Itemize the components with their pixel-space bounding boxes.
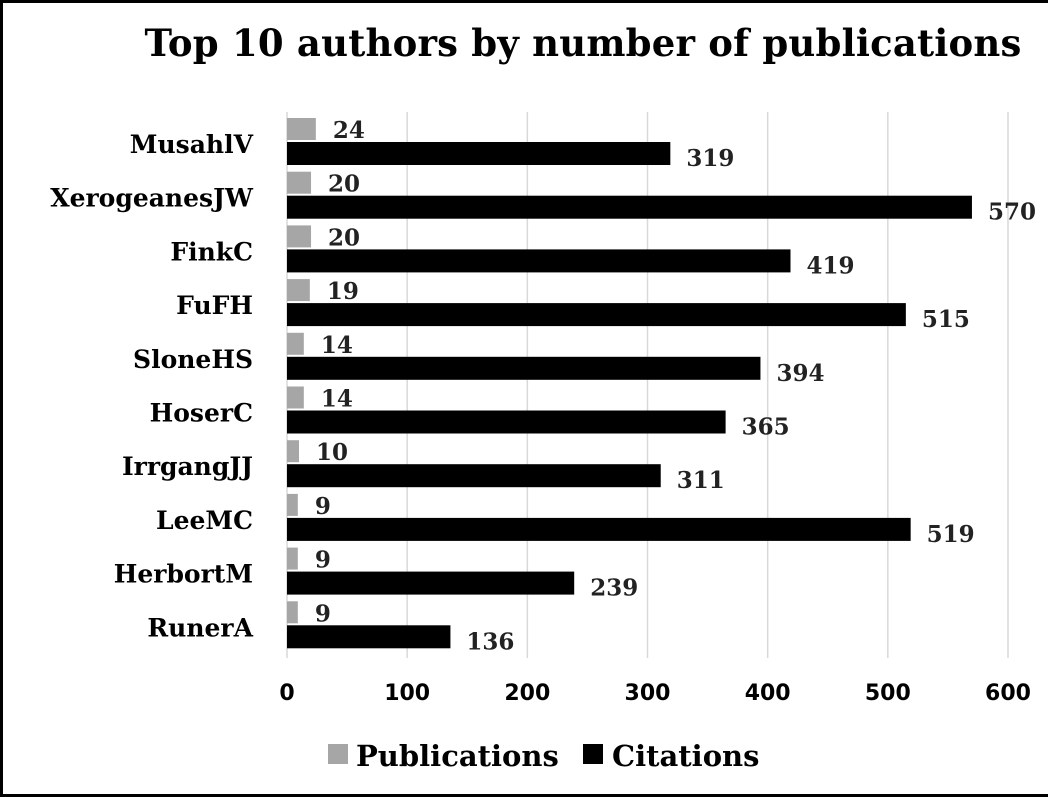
bar-publications: [287, 118, 316, 140]
bar-citations: [287, 249, 791, 273]
category-label: FuFH: [176, 291, 253, 320]
data-label-publications: 24: [333, 117, 365, 144]
bars: [287, 118, 972, 649]
data-label-publications: 19: [327, 278, 359, 305]
data-label-citations: 570: [988, 199, 1036, 226]
x-tick-label: 600: [985, 681, 1031, 706]
data-label-publications: 20: [328, 224, 360, 251]
data-label-citations: 519: [927, 521, 975, 548]
bar-citations: [287, 571, 575, 595]
bar-citations: [287, 517, 911, 541]
legend-label-publications: Publications: [356, 739, 559, 773]
bar-citations: [287, 410, 726, 434]
bar-citations: [287, 195, 972, 219]
data-label-citations: 239: [590, 575, 638, 602]
chart-title: Top 10 authors by number of publications: [144, 21, 1022, 65]
category-label: LeeMC: [156, 506, 253, 535]
legend-label-citations: Citations: [612, 739, 759, 773]
category-label: FinkC: [170, 237, 253, 266]
data-label-citations: 419: [806, 252, 854, 279]
data-label-citations: 311: [677, 467, 725, 494]
bar-publications: [287, 601, 298, 624]
data-label-citations: 136: [466, 628, 514, 655]
bar-publications: [287, 386, 304, 409]
category-label: SloneHS: [133, 345, 253, 374]
legend: Publications Citations: [328, 739, 759, 773]
x-tick-label: 0: [279, 681, 294, 706]
category-label: HoserC: [150, 399, 253, 428]
bar-publications: [287, 225, 312, 248]
category-label: HerbortM: [114, 560, 253, 589]
x-tick-label: 300: [625, 681, 671, 706]
x-tick-label: 200: [504, 681, 550, 706]
bar-publications: [287, 493, 298, 516]
category-label: MusahlV: [130, 130, 254, 159]
bar-publications: [287, 547, 298, 570]
data-label-publications: 9: [315, 600, 331, 627]
data-label-citations: 365: [742, 414, 790, 441]
bar-publications: [287, 171, 312, 194]
data-label-publications: 14: [321, 386, 353, 413]
data-label-citations: 319: [686, 145, 734, 172]
x-tick-label: 400: [745, 681, 791, 706]
category-label: XerogeanesJW: [50, 184, 254, 213]
legend-swatch-citations: [583, 744, 603, 764]
bar-citations: [287, 356, 761, 380]
data-label-citations: 515: [922, 306, 970, 333]
data-label-publications: 10: [316, 439, 348, 466]
bar-publications: [287, 279, 310, 302]
bar-publications: [287, 440, 300, 463]
category-label: IrrgangJJ: [122, 452, 253, 481]
x-tick-label: 500: [865, 681, 911, 706]
data-label-publications: 20: [328, 171, 360, 198]
data-label-citations: 394: [776, 360, 824, 387]
data-label-publications: 9: [315, 547, 331, 574]
bar-citations: [287, 625, 451, 649]
data-label-publications: 14: [321, 332, 353, 359]
bar-citations: [287, 464, 661, 488]
data-label-publications: 9: [315, 493, 331, 520]
bar-publications: [287, 332, 304, 355]
bar-citations: [287, 142, 671, 165]
category-label: RunerA: [147, 613, 253, 642]
x-tick-label: 100: [384, 681, 430, 706]
legend-swatch-publications: [328, 744, 348, 764]
labels: 0 100 200 300 400 500 600 MusahlV 24 319 Xerogeane…: [50, 117, 1036, 706]
bar-citations: [287, 303, 906, 327]
